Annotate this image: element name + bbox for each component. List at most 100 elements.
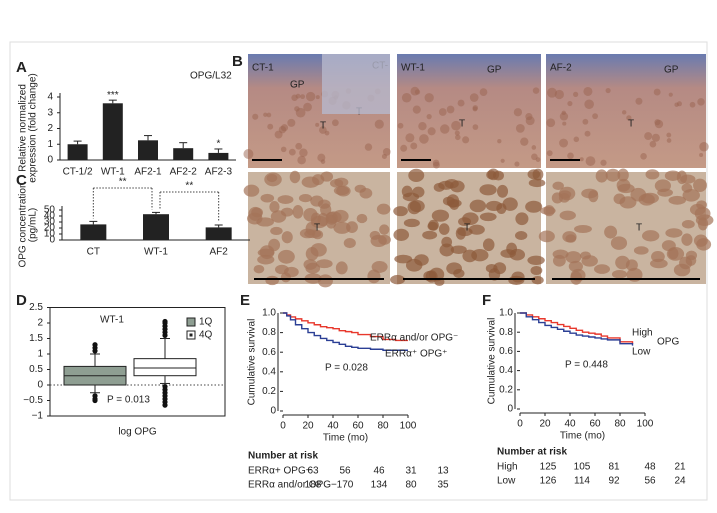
y-tick-label: 0.4 [499, 365, 513, 376]
cell [379, 224, 390, 235]
cell [432, 161, 440, 169]
cell [528, 178, 546, 188]
cell [243, 148, 254, 159]
cell [543, 205, 555, 217]
p-value: P = 0.013 [107, 395, 150, 406]
cell [479, 212, 497, 222]
x-axis-label: Time (mo) [560, 431, 605, 442]
x-tick-label: 40 [564, 419, 576, 430]
cell [440, 124, 450, 134]
image-tag: GP [487, 65, 502, 76]
cell [562, 121, 567, 126]
image-tag: T [314, 223, 320, 234]
cell [317, 274, 333, 288]
legend-swatch [186, 317, 196, 327]
cell [291, 94, 298, 101]
cell [515, 123, 525, 133]
risk-count: 63 [307, 466, 319, 477]
cell [511, 271, 525, 283]
y-tick-label: 2 [47, 123, 53, 134]
cell [263, 112, 268, 117]
cell [616, 178, 631, 192]
cell [482, 238, 495, 252]
bar [80, 224, 107, 240]
plot-frame [49, 307, 226, 417]
cell [485, 200, 503, 211]
cell [281, 231, 293, 244]
x-tick-label: 40 [327, 421, 339, 432]
cell [500, 249, 516, 258]
cell [300, 94, 305, 100]
cell [546, 150, 553, 157]
y-axis-label: (pg/mL) [28, 208, 39, 242]
cell [333, 221, 351, 234]
bar [143, 214, 169, 240]
image-caption: AF-2 [550, 63, 572, 74]
panel-label: A [16, 59, 27, 76]
survival-curve [520, 312, 634, 344]
cell [584, 130, 591, 137]
cell [431, 209, 450, 222]
risk-row-label: Low [497, 476, 516, 487]
cell [610, 236, 628, 250]
cell [299, 148, 308, 158]
x-axis-label: log OPG [118, 427, 157, 438]
cell [681, 183, 693, 193]
x-tick-label: 20 [302, 421, 314, 432]
legend-label: ERRα⁺ OPG⁺ [385, 349, 447, 360]
cell [280, 146, 287, 153]
cell [450, 180, 465, 193]
cell [531, 153, 538, 161]
cell [633, 246, 649, 255]
cell [376, 203, 391, 215]
cell [600, 159, 607, 166]
cell [454, 130, 460, 136]
cell [515, 231, 528, 240]
cell [319, 126, 327, 134]
cell [439, 243, 454, 257]
outlier [162, 402, 168, 408]
legend-label: ERRα and/or OPG⁻ [370, 333, 458, 344]
cell [374, 119, 384, 129]
cell [611, 270, 628, 279]
y-tick-label: 0 [507, 404, 513, 415]
cell [479, 184, 497, 196]
cell [331, 119, 339, 127]
outlier [162, 318, 168, 325]
cell [595, 169, 608, 183]
cell [401, 93, 412, 103]
x-tick-label: 60 [589, 419, 601, 430]
cell [604, 225, 618, 239]
cell [315, 95, 320, 100]
cell [295, 142, 303, 150]
cell [346, 221, 358, 234]
x-tick-label: 100 [637, 419, 654, 430]
cell [619, 196, 637, 209]
legend-label: 4Q [199, 330, 213, 341]
cell [317, 199, 331, 209]
cell [666, 138, 672, 143]
cell [429, 267, 445, 282]
cell [277, 195, 294, 204]
risk-count: 126 [540, 476, 557, 487]
cell [592, 113, 599, 120]
image-tag: GP [664, 65, 679, 76]
cell [559, 138, 569, 148]
panel-label: E [240, 292, 250, 309]
y-tick-label: 20 [44, 223, 56, 234]
y-tick-label: 0 [270, 406, 276, 417]
cell [315, 122, 320, 127]
cell [635, 97, 643, 105]
cell [289, 170, 301, 184]
risk-count: 24 [674, 476, 686, 487]
y-axis-label: OPG concentration [18, 182, 29, 267]
cell [573, 91, 579, 97]
cell [605, 87, 611, 94]
cell [581, 255, 598, 267]
x-tick-label: 0 [280, 421, 286, 432]
inset [322, 54, 390, 114]
risk-table-title: Number at risk [248, 451, 318, 462]
cell [453, 268, 465, 278]
legend-label: 1Q [199, 317, 213, 328]
cell [433, 182, 445, 192]
